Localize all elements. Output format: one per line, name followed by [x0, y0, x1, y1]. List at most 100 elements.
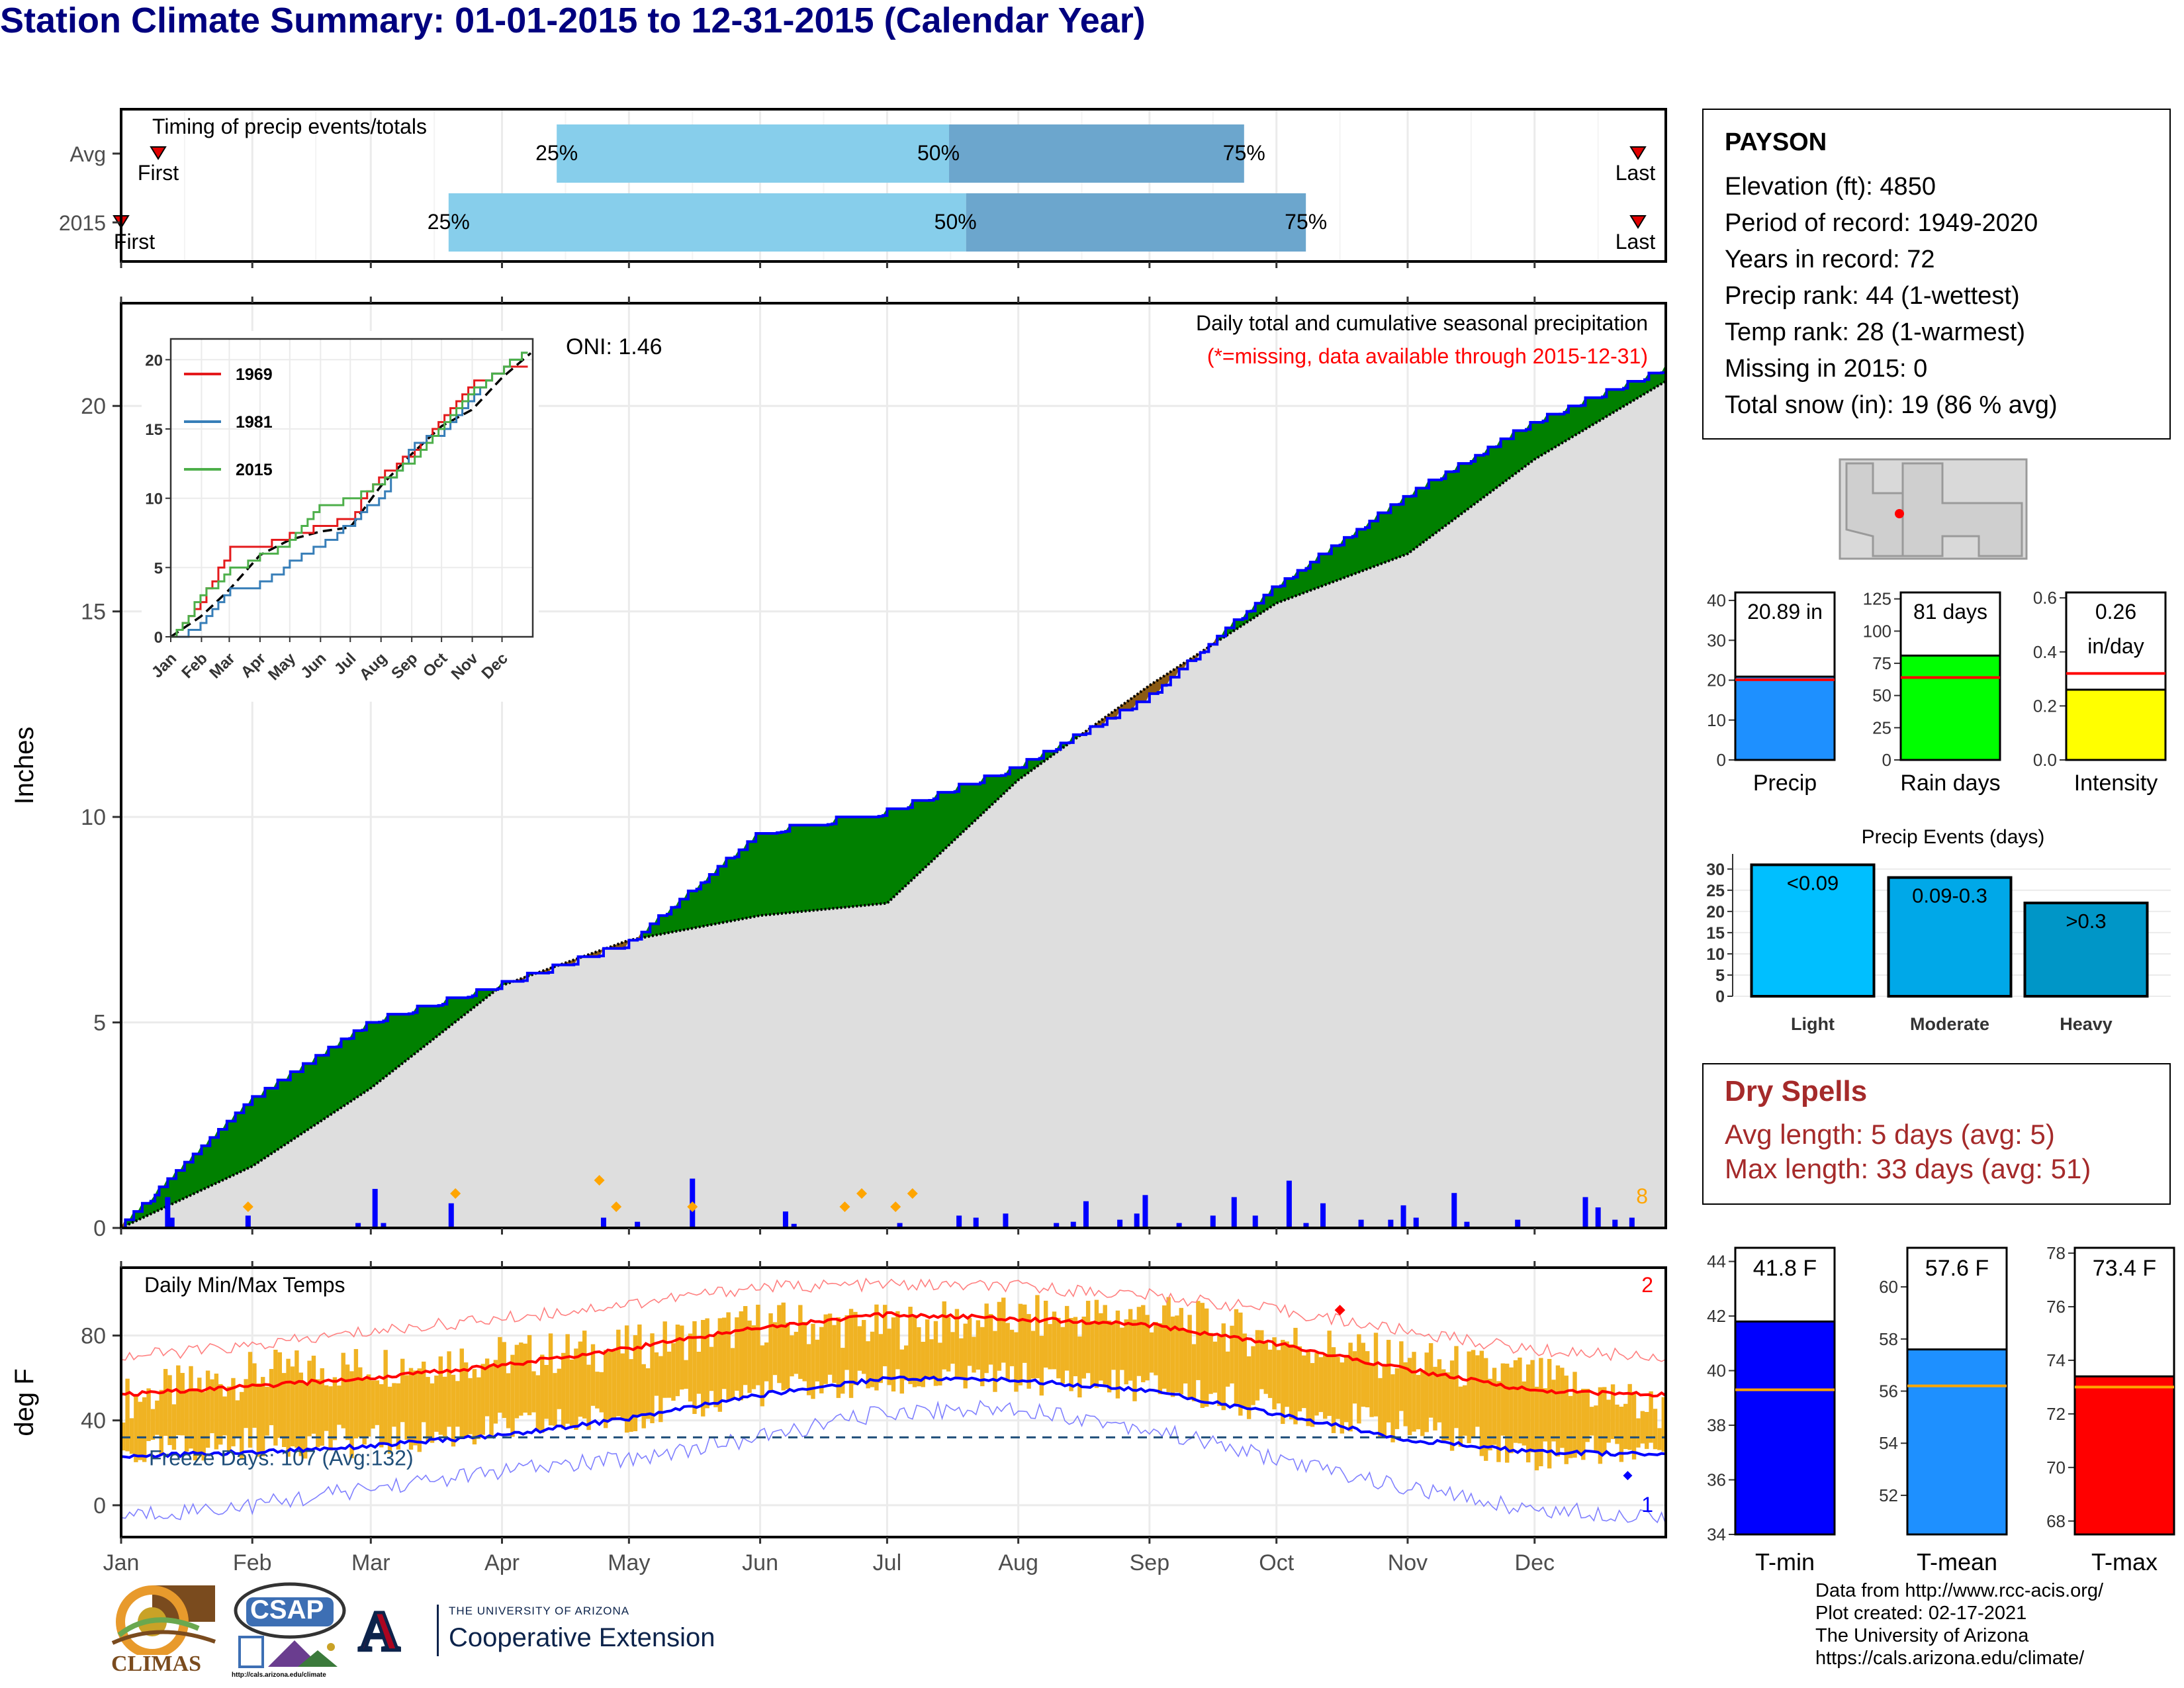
daily-temp-bar [1479, 1350, 1484, 1456]
daily-temp-bar [857, 1326, 862, 1371]
surplus-area [1432, 479, 1438, 536]
event-bar-label: >0.3 [2066, 910, 2106, 933]
surplus-area [273, 1080, 278, 1153]
daily-precip-bar [1003, 1213, 1009, 1228]
daily-temp-bar [1496, 1381, 1501, 1462]
daily-temp-bar [1187, 1315, 1192, 1398]
daily-precip-bar [165, 1197, 171, 1228]
oni-label: ONI: 1.46 [566, 334, 662, 359]
daily-temp-bar [447, 1351, 451, 1427]
daily-temp-bar [680, 1325, 684, 1390]
daily-temp-bar [1433, 1366, 1437, 1430]
surplus-area [290, 1071, 295, 1142]
daily-temp-bar [980, 1327, 985, 1387]
first-label: First [138, 161, 179, 185]
surplus-area [1301, 568, 1306, 594]
daily-temp-bar [1128, 1309, 1133, 1381]
daily-temp-bar [281, 1373, 287, 1448]
surplus-area [1467, 461, 1472, 510]
daily-temp-bar [1009, 1329, 1015, 1366]
daily-temp-bar [548, 1333, 553, 1426]
daily-temp-bar [295, 1350, 299, 1448]
daily-temp-bar [756, 1304, 760, 1385]
event-bar [2023, 902, 2149, 998]
daily-temp-bar [218, 1383, 223, 1445]
daily-temp-bar [1513, 1360, 1518, 1443]
daily-precip-bar [448, 1203, 454, 1228]
daily-temp-bar [1183, 1329, 1188, 1383]
daily-temp-bar [197, 1378, 202, 1456]
daily-temp-bar [459, 1348, 464, 1438]
daily-temp-bar [341, 1352, 345, 1429]
daily-temp-bar [1081, 1316, 1086, 1379]
daily-temp-bar [1077, 1336, 1082, 1398]
daily-temp-bar [1454, 1346, 1459, 1429]
daily-temp-bar [1649, 1391, 1653, 1443]
daily-temp-bar [815, 1339, 820, 1382]
daily-temp-bar [171, 1404, 177, 1450]
surplus-area [929, 798, 934, 865]
daily-temp-bar [988, 1313, 993, 1365]
daily-temp-bar [1500, 1363, 1506, 1436]
daily-temp-bar [269, 1369, 274, 1426]
daily-temp-bar [582, 1331, 587, 1419]
surplus-area [396, 1013, 401, 1069]
daily-temp-bar [273, 1349, 278, 1446]
surplus-area [1653, 373, 1658, 390]
daily-temp-bar [146, 1388, 151, 1441]
surplus-area [1382, 512, 1387, 564]
daily-temp-bar [1424, 1352, 1429, 1432]
daily-temp-bar [349, 1371, 354, 1458]
surplus-area [963, 784, 968, 833]
temp-bar-value-text: 73.4 F [2093, 1256, 2156, 1281]
month-label: Sep [1130, 1550, 1170, 1575]
avg-max-line [120, 1311, 1667, 1398]
daily-temp-bar [1090, 1321, 1095, 1386]
daily-temp-bar [1551, 1380, 1556, 1442]
mini-bar-label: Precip [1753, 771, 1817, 796]
daily-temp-bar [993, 1331, 997, 1392]
daily-temp-bar [1344, 1356, 1349, 1423]
daily-temp-bar [1407, 1358, 1412, 1436]
surplus-area [349, 1030, 355, 1103]
daily-temp-bar [747, 1320, 752, 1393]
month-label: Mar [351, 1550, 390, 1575]
daily-temp-bar [933, 1321, 938, 1386]
daily-temp-bar [608, 1351, 612, 1420]
daily-temp-bar [899, 1349, 904, 1394]
daily-temp-bar [1099, 1313, 1103, 1381]
surplus-area [747, 841, 752, 919]
surplus-area [1614, 389, 1620, 412]
mini-bar-label: Rain days [1900, 771, 2000, 796]
surplus-area [375, 1021, 380, 1086]
daily-temp-bar [235, 1400, 240, 1437]
daily-temp-bar [1259, 1330, 1264, 1389]
temp-panel: 0 40 80 Daily Min/Max Temps Freeze Days: 107… [10, 1266, 1667, 1538]
daily-temp-bar [489, 1364, 494, 1436]
daily-temp-bar [1606, 1399, 1611, 1443]
daily-temp-bar [1285, 1341, 1289, 1407]
mini-ytick-label: 30 [1707, 630, 1726, 650]
surplus-area [1504, 438, 1510, 483]
temp-bar-value [2073, 1375, 2175, 1536]
inset-ytick-label: 0 [154, 629, 163, 647]
surplus-area [976, 782, 981, 821]
daily-temp-bar [142, 1397, 147, 1462]
daily-temp-bar [1428, 1343, 1433, 1418]
surplus-area [882, 808, 887, 904]
daily-temp-bar [1035, 1295, 1040, 1379]
daily-temp-bar [1281, 1340, 1285, 1425]
surplus-area [294, 1071, 299, 1139]
mini-ytick-label: 0.0 [2033, 750, 2057, 770]
daily-temp-bar [717, 1318, 723, 1412]
daily-temp-bar [917, 1327, 921, 1387]
daily-temp-bar [921, 1341, 925, 1387]
daily-temp-bar [129, 1418, 134, 1454]
daily-temp-bar [261, 1377, 265, 1457]
first-event-marker [150, 146, 167, 160]
inset-series-line [171, 352, 528, 638]
surplus-area [992, 775, 998, 805]
surplus-area [387, 1013, 392, 1076]
surplus-area [1589, 397, 1594, 428]
